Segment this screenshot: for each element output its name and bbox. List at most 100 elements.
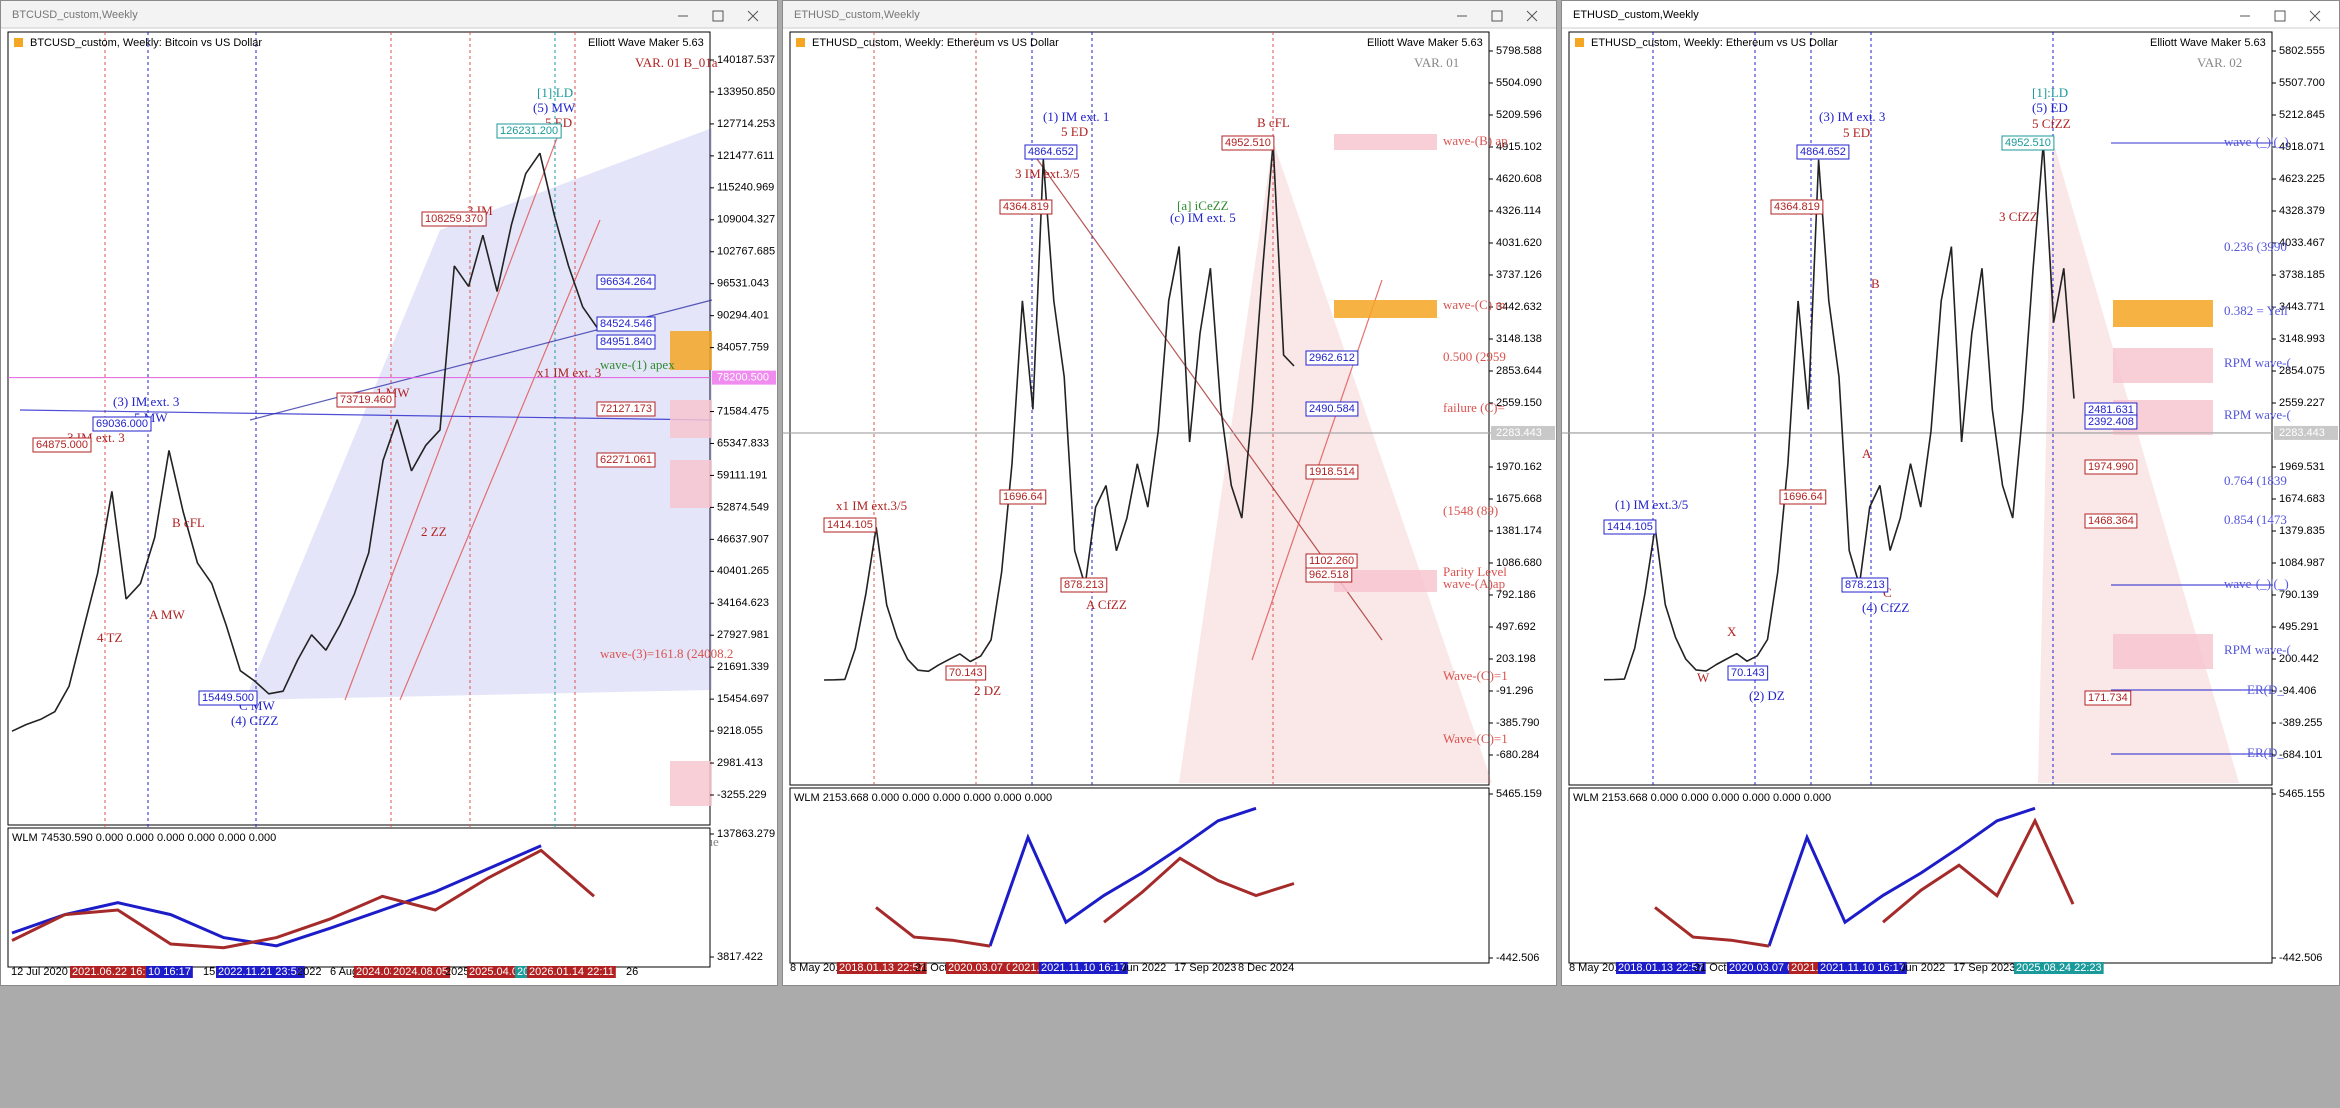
price-label: 1414.105: [827, 519, 873, 531]
indicator-tick-label: -442.506: [2279, 952, 2322, 964]
price-tick-label: -684.101: [2279, 749, 2322, 761]
price-label: 4952.510: [1225, 137, 1271, 149]
target-zone: [2113, 348, 2213, 383]
price-label: 2490.584: [1309, 403, 1355, 415]
price-label: 84524.546: [600, 318, 652, 330]
trend-line: [399, 219, 601, 701]
date-tag: [1010, 962, 1042, 974]
date-label: 2020.03.07 00: [1729, 962, 1799, 974]
price-tick-label: 2853.644: [1496, 365, 1542, 377]
target-zone: [670, 400, 712, 438]
date-tag: [354, 966, 401, 978]
close-button[interactable]: [747, 10, 759, 22]
wave-label: (5) MW: [533, 100, 576, 115]
wlm-line: [1767, 806, 2036, 947]
plot-frame: [789, 31, 1490, 786]
wave-label: Wave-(C)=1: [1443, 731, 1508, 746]
date-label: 2021.06.22 16:55: [72, 966, 158, 978]
indicator-header: WLM 2153.668 0.000 0.000 0.000 0.000 0.0…: [1573, 792, 1831, 804]
wave-label: B: [1871, 276, 1880, 291]
date-tag: [146, 966, 193, 978]
wave-label: X: [1727, 624, 1737, 639]
target-zone: [1334, 300, 1437, 318]
maximize-button[interactable]: [1491, 10, 1503, 22]
close-button[interactable]: [1526, 10, 1538, 22]
price-label-box: [2084, 513, 2138, 529]
price-label-box: [198, 690, 258, 706]
price-label: 62271.061: [600, 454, 652, 466]
title-bar: [783, 1, 1556, 28]
indicator-name: Elliott Wave Maker 5.63: [588, 37, 704, 49]
chart-window: BTCUSD_custom,Weekly BTCUSD_custom, Weekl…: [0, 0, 778, 986]
price-tick-label: 5212.845: [2279, 109, 2325, 121]
price-label-box: [496, 123, 562, 139]
price-tick-label: -3255.229: [717, 789, 767, 801]
price-tick-label: 3442.632: [1496, 301, 1542, 313]
wlm-line: [988, 806, 1257, 947]
wave-label: RPM wave-(: [2224, 642, 2291, 657]
wave-label: B cFL: [172, 515, 205, 530]
wave-label: [1]:LD: [537, 85, 573, 100]
price-tick-label: 5802.555: [2279, 45, 2325, 57]
price-tick-label: 21691.339: [717, 661, 769, 673]
price-label-box: [421, 211, 487, 227]
maximize-button[interactable]: [712, 10, 724, 22]
date-tag: [1616, 962, 1706, 974]
price-tick-label: 3148.138: [1496, 333, 1542, 345]
date-tag: [837, 962, 927, 974]
price-label-box: [596, 452, 656, 468]
price-label-box: [596, 401, 656, 417]
price-label-box: [2084, 459, 2138, 475]
price-tick-label: 4623.225: [2279, 173, 2325, 185]
price-tick-label: 1086.680: [1496, 557, 1542, 569]
close-button[interactable]: [2309, 10, 2321, 22]
price-label-box: [596, 316, 656, 332]
wave-label: A: [1862, 446, 1872, 461]
date-tag: [2014, 962, 2104, 974]
price-label-box: [596, 334, 656, 350]
fib-fan-area: [2038, 141, 2239, 783]
price-tick-label: 2981.413: [717, 757, 763, 769]
date-label: 2025.08.24 22:23: [2016, 962, 2102, 974]
price-tick-label: 2559.150: [1496, 397, 1542, 409]
date-tag: [216, 966, 305, 978]
wave-label: Wave-(C)=1: [1443, 668, 1508, 683]
wave-label: 5 ED: [1843, 125, 1870, 140]
price-tick-label: -91.296: [1496, 685, 1533, 697]
date-label: 15: [203, 966, 215, 978]
wave-label: x1 IM ext.3/5: [836, 498, 907, 513]
wave-label: (c) IM ext. 5: [1170, 210, 1236, 225]
price-tick-label: 497.692: [1496, 621, 1536, 633]
chart-window: ETHUSD_custom,Weekly ETHUSD_custom, Weekl…: [1561, 0, 2340, 986]
date-label: 2021.11.10 16:17: [1820, 962, 1905, 974]
wave-label: wave-(1) apex: [600, 357, 675, 372]
date-label: 20: [517, 966, 529, 978]
date-label: 8 May 2016: [1569, 962, 1626, 974]
wave-label: 3 IM ext.3/5: [1015, 166, 1080, 181]
date-tag: [467, 966, 527, 978]
trend-line: [344, 129, 561, 701]
price-label: 1696.64: [1783, 491, 1823, 503]
wave-label: wave-(A)ap: [1443, 576, 1505, 591]
wave-label: (3) IM ext. 3: [1819, 109, 1885, 124]
date-label: 6 Aug: [330, 966, 358, 978]
wave-label: (5) ED: [2032, 100, 2068, 115]
price-label-box: [1305, 567, 1353, 583]
variant-label: VAR. 02: [2197, 55, 2242, 70]
wave-label: 2 ZZ: [421, 524, 447, 539]
wave-label: [a] iCeZZ: [1177, 198, 1229, 213]
wave-label: 0.236 (3990: [2224, 239, 2287, 254]
price-tick-label: 121477.611: [717, 150, 774, 162]
date-label: 2021.: [1791, 962, 1819, 974]
price-tick-label: 5209.596: [1496, 109, 1542, 121]
price-label-box: [1024, 144, 1078, 160]
price-tick-label: 5504.090: [1496, 77, 1542, 89]
maximize-button[interactable]: [2274, 10, 2286, 22]
wave-label: 0.764 (1839: [2224, 473, 2287, 488]
price-tick-label: 1381.174: [1496, 525, 1542, 537]
wave-label: (4) CfZZ: [231, 713, 278, 728]
symbol-icon: [1575, 38, 1584, 47]
price-tick-label: 40401.265: [717, 565, 769, 577]
price-label: 4952.510: [2005, 137, 2051, 149]
